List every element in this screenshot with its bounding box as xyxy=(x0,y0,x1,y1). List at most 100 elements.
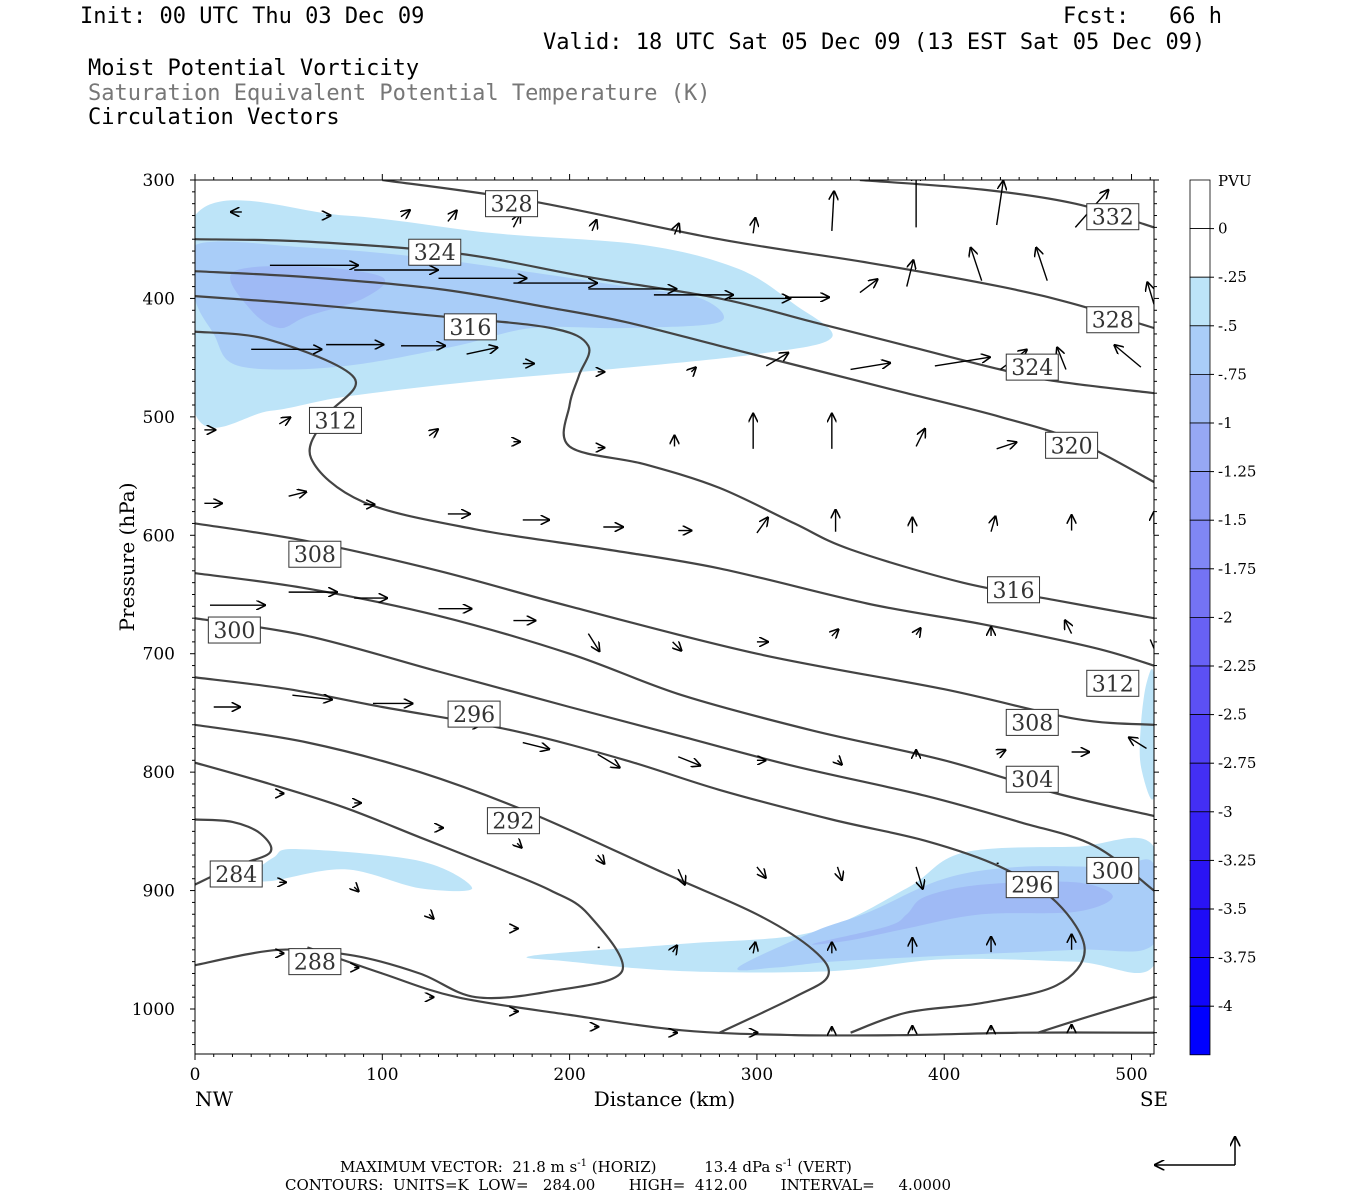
colorbar-label: -2.25 xyxy=(1218,657,1256,675)
contour-label-text: 324 xyxy=(414,241,456,266)
theta-contour-312 xyxy=(195,330,1154,667)
contour-label-text: 316 xyxy=(993,579,1035,604)
colorbar-label: -1.25 xyxy=(1218,463,1256,481)
contour-label: 324 xyxy=(408,238,462,266)
y-tick-label: 1000 xyxy=(132,1000,175,1020)
colorbar-box xyxy=(1189,179,1211,229)
colorbar-box xyxy=(1189,471,1211,521)
x-tick-label: 300 xyxy=(741,1065,773,1085)
contour-label: 292 xyxy=(486,807,540,835)
circulation-vector xyxy=(753,942,755,954)
max-vert-exp: -1 xyxy=(782,1158,793,1169)
x-axis-label: Distance (km) xyxy=(594,1087,736,1111)
circulation-vector xyxy=(859,279,878,294)
colorbar-label: -.5 xyxy=(1218,317,1237,335)
circulation-vector xyxy=(447,210,457,222)
theta-contour-288 xyxy=(195,761,625,1000)
max-vector-label: MAXIMUM VECTOR: xyxy=(340,1158,503,1176)
y-tick-label: 400 xyxy=(143,289,175,309)
colorbar-box xyxy=(1189,1005,1211,1056)
circulation-vector xyxy=(354,887,358,891)
contour-label-text: 324 xyxy=(1011,356,1053,381)
contour-label-text: 308 xyxy=(1011,711,1053,736)
colorbar-label: 0 xyxy=(1218,220,1228,238)
circulation-vector xyxy=(995,181,1004,226)
contour-label-text: 284 xyxy=(215,863,257,888)
colorbar-box xyxy=(1189,860,1211,910)
colorbar-label: -2 xyxy=(1218,608,1233,626)
contour-label-box xyxy=(1005,765,1059,793)
colorbar-label: -3.75 xyxy=(1218,949,1256,967)
theta-contour-284 xyxy=(1037,996,1154,1034)
contour-label: 300 xyxy=(1086,856,1140,884)
circulation-vector xyxy=(1065,620,1072,634)
circulation-vector xyxy=(934,357,990,367)
colorbar-box xyxy=(1189,665,1211,715)
contour-label-text: 296 xyxy=(453,703,495,728)
reference-vector-icon xyxy=(1155,1137,1235,1165)
x-end-label-nw: NW xyxy=(195,1087,234,1111)
contour-label-box xyxy=(288,948,342,976)
colorbar-box xyxy=(1189,422,1211,472)
contour-label-text: 304 xyxy=(1011,768,1053,793)
circulation-vector xyxy=(292,695,332,699)
circulation-vector xyxy=(1149,639,1154,666)
pv-region xyxy=(230,266,386,329)
theta-contour-292 xyxy=(195,723,830,1034)
contour-label: 304 xyxy=(1005,765,1059,793)
contour-label: 288 xyxy=(288,948,342,976)
forecast-hour-label: Fcst: 66 h xyxy=(1063,4,1222,29)
colorbar-box xyxy=(1189,228,1211,278)
colorbar-unit: PVU xyxy=(1218,172,1252,190)
circulation-vector xyxy=(915,429,925,447)
colorbar-box xyxy=(1189,568,1211,618)
pv-colorbar: PVU 0 -.25 -.5 -.75 -1 -1.25 -1.5 -1.75 -2 -2.25 -2… xyxy=(1189,172,1256,1056)
circulation-vector xyxy=(756,866,766,878)
contour-label-text: 288 xyxy=(294,951,336,976)
circulation-vector xyxy=(678,868,685,884)
circulation-vector xyxy=(906,260,914,287)
x-tick-label: 400 xyxy=(928,1065,960,1085)
circulation-vector xyxy=(597,753,620,767)
colorbar-box xyxy=(1189,519,1211,570)
contour-label-text: 320 xyxy=(1051,434,1093,459)
colorbar-label: -2.5 xyxy=(1218,706,1247,724)
contour-label-box xyxy=(1086,306,1140,334)
contours-info: CONTOURS: UNITS=K LOW= 284.00 HIGH= 412.… xyxy=(285,1176,951,1194)
contour-label-text: 332 xyxy=(1092,206,1134,231)
theta-contours xyxy=(195,180,1154,1037)
circulation-vector xyxy=(1036,248,1048,281)
contour-label: 316 xyxy=(987,576,1041,604)
theta-contour-300 xyxy=(195,617,1154,892)
colorbar-box xyxy=(1189,373,1211,424)
circulation-vector xyxy=(971,248,983,281)
pv-region xyxy=(251,849,473,892)
contour-label: 320 xyxy=(1045,431,1099,459)
colorbar-label: -2.75 xyxy=(1218,754,1256,772)
contour-label: 316 xyxy=(443,313,497,341)
contour-label-box xyxy=(209,860,263,888)
circulation-vector xyxy=(1057,347,1067,370)
colorbar-box xyxy=(1189,908,1211,958)
circulation-vector xyxy=(756,518,768,534)
circulation-vector xyxy=(288,492,307,496)
contour-label-box xyxy=(1086,203,1140,231)
contour-label-box xyxy=(1045,431,1099,459)
max-vert-value: 13.4 dPa s xyxy=(704,1158,783,1176)
max-horiz-exp: -1 xyxy=(577,1158,587,1169)
contour-label-box xyxy=(1005,708,1059,736)
circulation-vectors xyxy=(204,180,1154,1032)
circulation-vector xyxy=(850,363,891,371)
circulation-vector xyxy=(517,843,521,847)
contour-label-box xyxy=(207,616,261,644)
circulation-vector xyxy=(598,855,605,864)
circulation-vector xyxy=(832,629,839,636)
contour-label-box xyxy=(443,313,497,341)
contour-label-box xyxy=(486,807,540,835)
circulation-vector xyxy=(587,633,599,652)
circulation-vector xyxy=(915,866,923,889)
colorbar-label: -.75 xyxy=(1218,365,1247,383)
theta-contour-316 xyxy=(195,295,1154,620)
circulation-vector xyxy=(996,442,1017,449)
